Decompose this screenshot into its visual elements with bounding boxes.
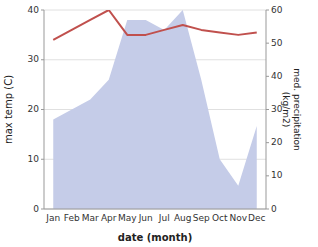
y-tick-label: 30 (28, 54, 40, 64)
y2-tick-label: 10 (271, 170, 283, 180)
y-tick (41, 159, 44, 160)
x-tick-label: Jun (138, 213, 153, 223)
y-tick-label: 10 (28, 154, 40, 164)
x-tick-label: Dec (248, 213, 265, 223)
y-tick-label: 0 (33, 204, 39, 214)
y2-tick (266, 76, 269, 77)
y2-tick (266, 142, 269, 143)
y-tick (41, 109, 44, 110)
x-tick-label: May (118, 213, 137, 223)
y2-tick-label: 20 (271, 137, 283, 147)
x-tick-label: Nov (229, 213, 247, 223)
x-axis-title: date (month) (118, 232, 192, 243)
y2-axis-title: med. precipitation(kg/m2) (281, 68, 302, 150)
x-axis-line (44, 209, 266, 210)
y-tick (41, 10, 44, 11)
x-tick-label: Aug (174, 213, 192, 223)
y2-tick-label: 0 (271, 204, 277, 214)
plot-area (53, 10, 257, 209)
y2-tick-label: 50 (271, 38, 283, 48)
y-tick-label: 40 (28, 5, 40, 15)
x-tick-label: Feb (64, 213, 80, 223)
line (53, 10, 257, 40)
y2-tick-label: 30 (271, 104, 283, 114)
area (53, 10, 257, 209)
y2-tick (266, 10, 269, 11)
x-tick-label: Oct (212, 213, 228, 223)
y2-tick (266, 109, 269, 110)
y-axis-title: max temp (C) (3, 75, 14, 144)
y2-tick (266, 209, 269, 210)
grid-line (44, 209, 266, 210)
x-tick-label: Jan (45, 213, 60, 223)
x-tick-label: Apr (101, 213, 117, 223)
y-tick-label: 20 (28, 104, 40, 114)
y2-tick (266, 175, 269, 176)
x-tick-label: Jul (158, 213, 170, 223)
y2-axis-title-line: med. precipitation (292, 68, 302, 150)
y2-axis-title-line: (kg/m2) (281, 92, 291, 127)
y2-tick (266, 43, 269, 44)
y2-tick-label: 60 (271, 5, 283, 15)
chart: 0 10 20 30 40 0 10 20 30 40 50 60 Jan FebMarAprMayJun… (0, 0, 318, 247)
y2-tick-label: 40 (271, 71, 283, 81)
x-tick-label: Mar (82, 213, 99, 223)
y-tick (41, 209, 44, 210)
grid-line (44, 10, 266, 11)
y-tick (41, 59, 44, 60)
x-tick-label: Sep (193, 213, 210, 223)
